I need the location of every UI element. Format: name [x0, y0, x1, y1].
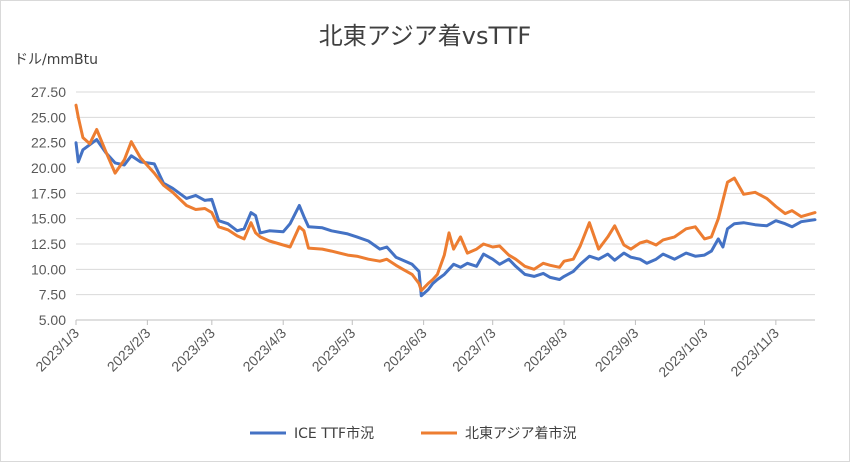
x-tick-label: 2023/3/3 [168, 325, 218, 375]
series-line-2 [74, 103, 817, 293]
y-axis-ticks: 27.50 25.00 22.50 20.00 17.50 15.00 12.50 10.00… [31, 84, 66, 328]
y-tick-label: 22.50 [31, 135, 66, 151]
chart-title: 北東アジア着vsTTF [319, 22, 531, 50]
y-tick-label: 7.50 [39, 287, 66, 303]
y-tick-label: 5.00 [39, 312, 66, 328]
x-tick-label: 2023/4/3 [239, 325, 289, 375]
x-tick-label: 2023/7/3 [449, 325, 499, 375]
y-tick-label: 10.00 [31, 261, 66, 277]
x-tick-label: 2023/8/3 [520, 325, 570, 375]
x-axis: 2023/1/3 2023/2/3 2023/3/3 2023/4/3 2023/5/3… [32, 319, 815, 381]
x-tick-label: 2023/6/3 [380, 325, 430, 375]
x-tick-label: 2023/5/3 [309, 325, 359, 375]
x-tick-label: 2023/1/3 [32, 325, 82, 375]
legend: ICE TTF市況 北東アジア着市況 [250, 425, 576, 442]
y-tick-label: 17.50 [31, 185, 66, 201]
series-lines [74, 103, 817, 298]
series-line-1 [74, 138, 817, 298]
x-tick-label: 2023/11/3 [727, 325, 782, 380]
x-tick-label: 2023/10/3 [655, 325, 711, 381]
legend-label: ICE TTF市況 [294, 425, 374, 442]
y-tick-label: 27.50 [31, 84, 66, 100]
y-tick-label: 25.00 [31, 109, 66, 125]
x-tick-label: 2023/2/3 [104, 325, 154, 375]
y-axis-unit-label: ドル/mmBtu [14, 52, 98, 68]
x-tick-label: 2023/9/3 [592, 325, 642, 375]
legend-label: 北東アジア着市況 [465, 425, 576, 442]
y-tick-label: 12.50 [31, 236, 66, 252]
y-tick-label: 20.00 [31, 160, 66, 176]
y-tick-label: 15.00 [31, 211, 66, 227]
